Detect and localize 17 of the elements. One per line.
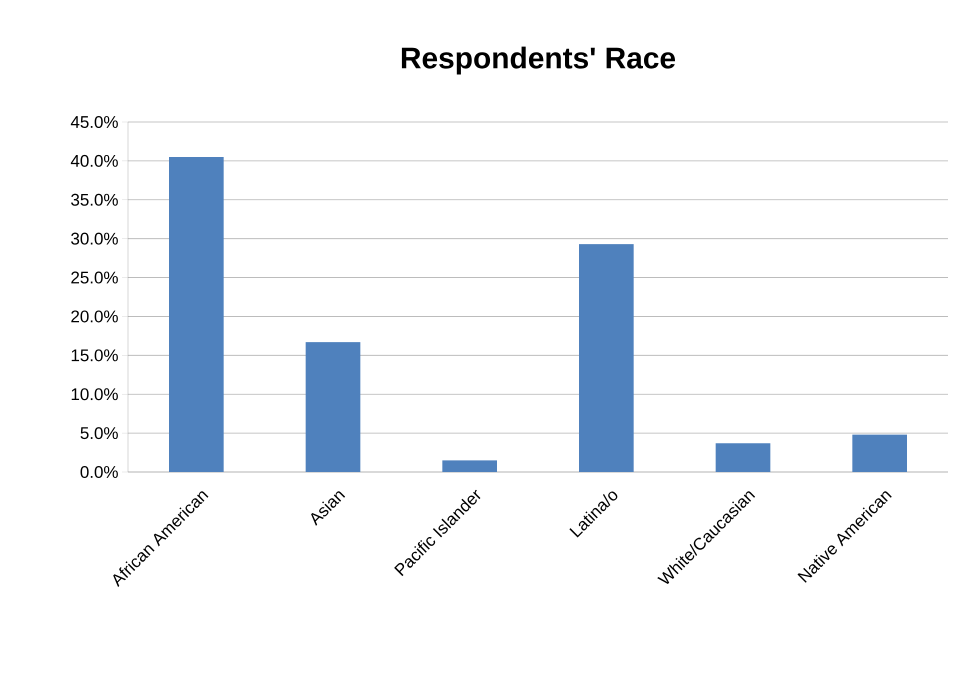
bar	[442, 460, 498, 472]
y-tick-label: 20.0%	[71, 310, 118, 322]
bar	[579, 244, 634, 472]
bar	[852, 434, 908, 472]
y-tick-label: 10.0%	[72, 388, 118, 400]
y-tick-label: 5.0%	[80, 427, 118, 440]
bar	[306, 342, 360, 472]
bar	[716, 443, 770, 472]
y-tick-label: 40.0%	[70, 154, 118, 167]
y-tick-label: 35.0%	[71, 194, 118, 206]
y-tick-label: 0.0%	[80, 466, 118, 478]
bar	[169, 157, 224, 472]
y-tick-label: 25.0%	[71, 272, 118, 284]
chart-title: Respondents' Race	[402, 46, 676, 74]
y-tick-label: 30.0%	[71, 232, 118, 245]
y-tick-label: 15.0%	[72, 349, 118, 362]
y-tick-label: 45.0%	[70, 116, 118, 128]
